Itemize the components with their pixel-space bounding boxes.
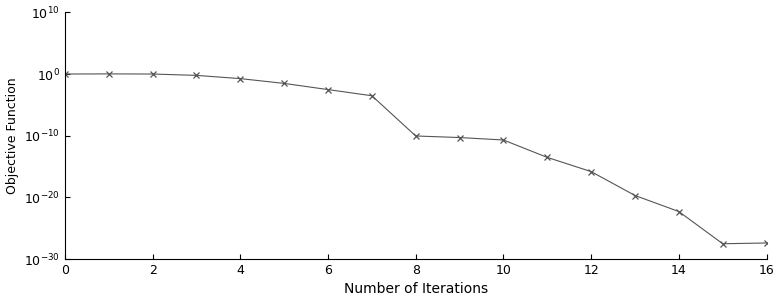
Y-axis label: Objective Function: Objective Function (5, 77, 19, 194)
X-axis label: Number of Iterations: Number of Iterations (344, 282, 488, 297)
